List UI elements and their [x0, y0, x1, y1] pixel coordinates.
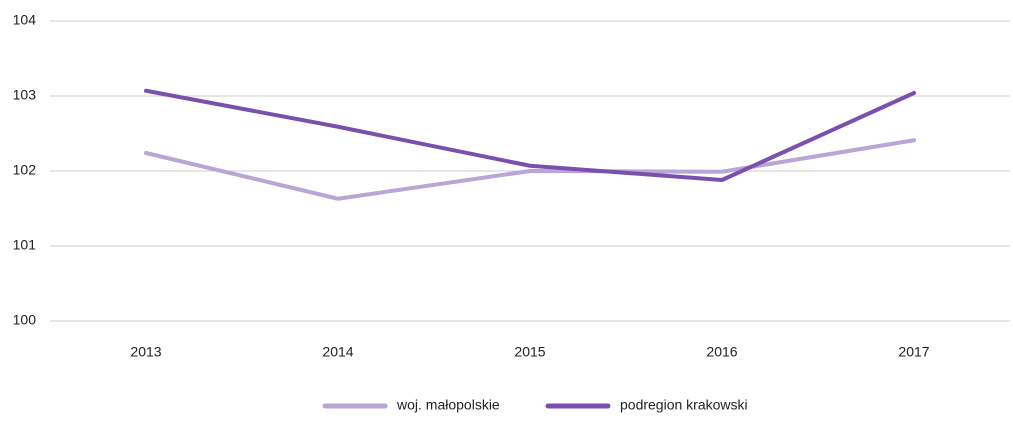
y-tick-label: 104 [13, 12, 37, 28]
x-tick-label: 2016 [706, 344, 737, 360]
x-tick-label: 2013 [130, 344, 161, 360]
y-tick-label: 102 [13, 162, 37, 178]
x-tick-label: 2017 [898, 344, 929, 360]
legend-label: podregion krakowski [620, 397, 748, 413]
y-tick-label: 101 [13, 237, 37, 253]
line-series [144, 138, 916, 201]
line-series [144, 88, 916, 182]
x-tick-label: 2015 [514, 344, 545, 360]
y-tick-label: 100 [13, 312, 37, 328]
legend-label: woj. małopolskie [396, 397, 500, 413]
x-tick-label: 2014 [322, 344, 353, 360]
y-tick-label: 103 [13, 87, 37, 103]
